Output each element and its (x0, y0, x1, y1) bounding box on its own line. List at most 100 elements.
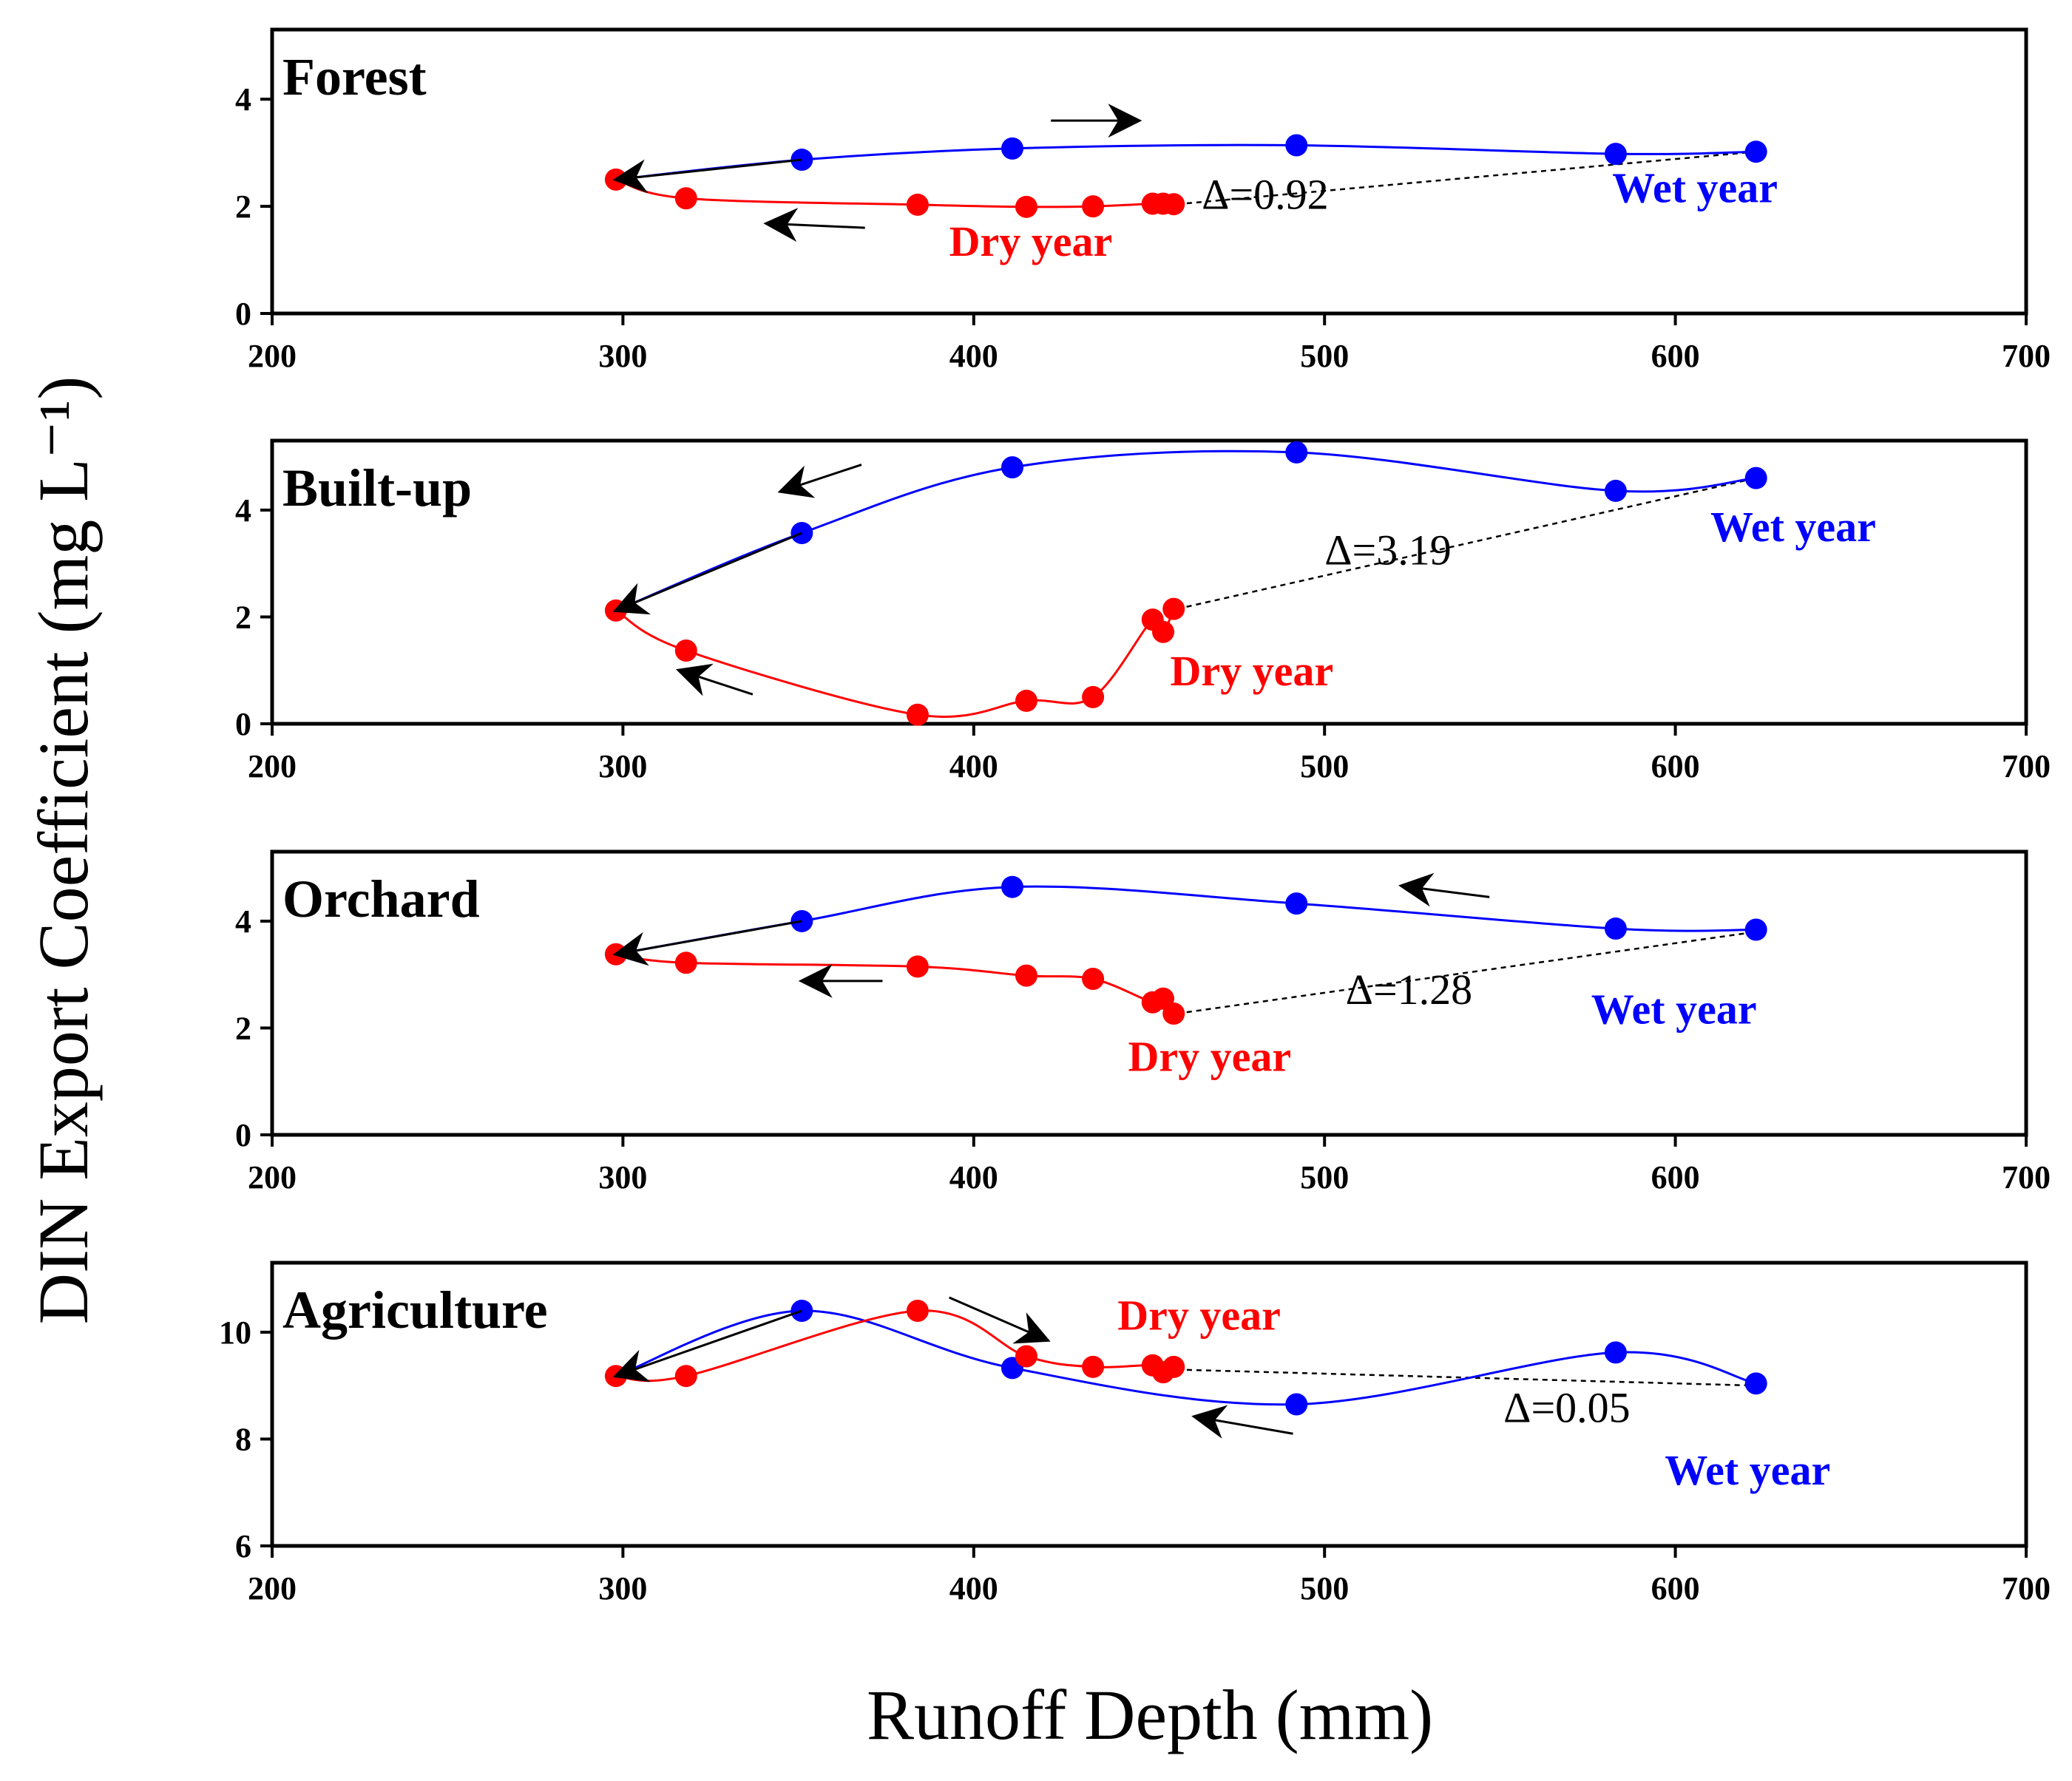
plot-frame (270, 849, 2028, 1137)
direction-arrow (675, 663, 754, 696)
y-axis-title: DIN Export Coefficient (mg L⁻¹) (24, 376, 103, 1325)
dry-year-point (674, 639, 697, 662)
direction-arrow (612, 532, 802, 615)
y-tick-label: 0 (235, 1117, 251, 1153)
wet-year-point (1001, 875, 1023, 898)
wet-year-label: Wet year (1665, 1446, 1830, 1494)
wet-year-point (1744, 140, 1767, 163)
direction-arrow (1398, 872, 1490, 907)
direction-arrow (763, 208, 865, 242)
direction-arrow (612, 920, 802, 966)
x-tick-label: 400 (949, 748, 998, 784)
wet-year-point (1604, 1341, 1627, 1364)
dry-year-point (1162, 193, 1185, 216)
wet-year-point (1744, 1372, 1767, 1395)
panel-title: Forest (282, 47, 427, 106)
wet-year-point (1285, 892, 1308, 915)
x-tick-label: 400 (949, 1570, 998, 1607)
dry-year-label: Dry year (949, 217, 1113, 265)
x-tick-label: 300 (598, 1570, 647, 1607)
wet-year-point (1604, 479, 1627, 502)
x-tick-label: 600 (1651, 1159, 1700, 1195)
x-tick-label: 200 (248, 1159, 297, 1195)
dry-year-point (1015, 964, 1037, 987)
y-tick-label: 4 (235, 81, 251, 118)
y-tick-label: 2 (235, 1010, 251, 1046)
x-axis-title: Runoff Depth (mm) (867, 1675, 1433, 1754)
x-tick-label: 500 (1300, 1159, 1349, 1195)
delta-label: Δ=1.28 (1346, 966, 1473, 1014)
delta-label: Δ=3.19 (1324, 526, 1452, 574)
wet-year-point (1285, 134, 1308, 157)
dry-year-point (1015, 689, 1037, 712)
x-tick-label: 300 (598, 1159, 647, 1195)
panel-agriculture: 200 300 400 500 600 700 6 8 10 Agriculture Δ=0.05 W… (219, 1261, 2051, 1607)
dry-year-point (1082, 967, 1105, 990)
wet-year-label: Wet year (1710, 503, 1876, 551)
dry-year-point (1082, 685, 1105, 708)
dry-year-point (674, 1365, 697, 1388)
delta-dashed-line (1176, 931, 1756, 1015)
dry-year-point (674, 951, 697, 974)
x-tick-label: 700 (2002, 748, 2051, 784)
direction-arrow (1191, 1405, 1293, 1439)
direction-arrow (948, 1296, 1051, 1344)
delta-dashed-line (1176, 150, 1756, 206)
x-tick-label: 500 (1300, 748, 1349, 784)
panel-title: Built-up (282, 458, 472, 518)
dry-year-point (906, 703, 929, 726)
x-tick-label: 500 (1300, 338, 1349, 374)
panel-title: Orchard (282, 869, 480, 929)
y-tick-label: 0 (235, 296, 251, 332)
wet-year-point (1604, 917, 1627, 940)
dry-year-point (1015, 1345, 1037, 1368)
x-tick-label: 700 (2002, 1159, 2051, 1195)
y-tick-label: 4 (235, 903, 251, 940)
dry-year-point (1162, 1002, 1185, 1025)
direction-arrow (612, 158, 802, 194)
y-tick-label: 4 (235, 492, 251, 529)
x-tick-label: 600 (1651, 1570, 1700, 1607)
x-tick-label: 500 (1300, 1570, 1349, 1607)
wet-year-point (1285, 1393, 1308, 1416)
wet-year-point (1744, 467, 1767, 489)
dry-year-label: Dry year (1128, 1032, 1292, 1080)
dry-year-point (1015, 195, 1037, 218)
dry-year-point (674, 187, 697, 210)
panel-forest: 200 300 400 500 600 700 0 2 4 Forest Δ=0.92 Wet yea… (235, 27, 2051, 374)
dry-year-point (1162, 597, 1185, 620)
dry-year-point (1162, 1355, 1185, 1378)
direction-arrow (777, 464, 862, 498)
dry-year-point (1082, 195, 1105, 218)
x-tick-label: 400 (949, 338, 998, 374)
x-tick-label: 300 (598, 338, 647, 374)
wet-year-point (1604, 143, 1627, 166)
plot-frame (270, 438, 2028, 726)
dry-year-point (906, 955, 929, 978)
delta-label: Δ=0.05 (1503, 1383, 1631, 1431)
x-tick-label: 200 (248, 1570, 297, 1607)
y-tick-label: 6 (235, 1528, 251, 1564)
panel-built-up: 200 300 400 500 600 700 0 2 4 Built-up Δ=3.19 Wet y… (235, 438, 2051, 784)
y-tick-label: 8 (235, 1421, 251, 1457)
delta-dashed-line (1176, 477, 1756, 610)
wet-year-label: Wet year (1591, 986, 1757, 1034)
y-tick-label: 2 (235, 189, 251, 225)
panel-orchard: 200 300 400 500 600 700 0 2 4 Orchard Δ=1.28 Wet ye… (235, 849, 2051, 1195)
delta-label: Δ=0.92 (1202, 171, 1329, 219)
dry-year-point (906, 1300, 929, 1323)
dry-year-label: Dry year (1170, 647, 1333, 695)
dry-year-point (1151, 620, 1174, 643)
dry-year-point (906, 193, 929, 216)
dry-year-label: Dry year (1117, 1291, 1281, 1339)
dry-year-point (1082, 1355, 1105, 1378)
wet-year-line (615, 885, 1756, 956)
y-tick-label: 0 (235, 706, 251, 742)
panel-title: Agriculture (282, 1280, 548, 1340)
wet-year-point (1001, 456, 1023, 479)
x-tick-label: 600 (1651, 748, 1700, 784)
x-tick-label: 200 (248, 748, 297, 784)
wet-year-line (615, 450, 1756, 612)
wet-year-point (1001, 137, 1023, 160)
